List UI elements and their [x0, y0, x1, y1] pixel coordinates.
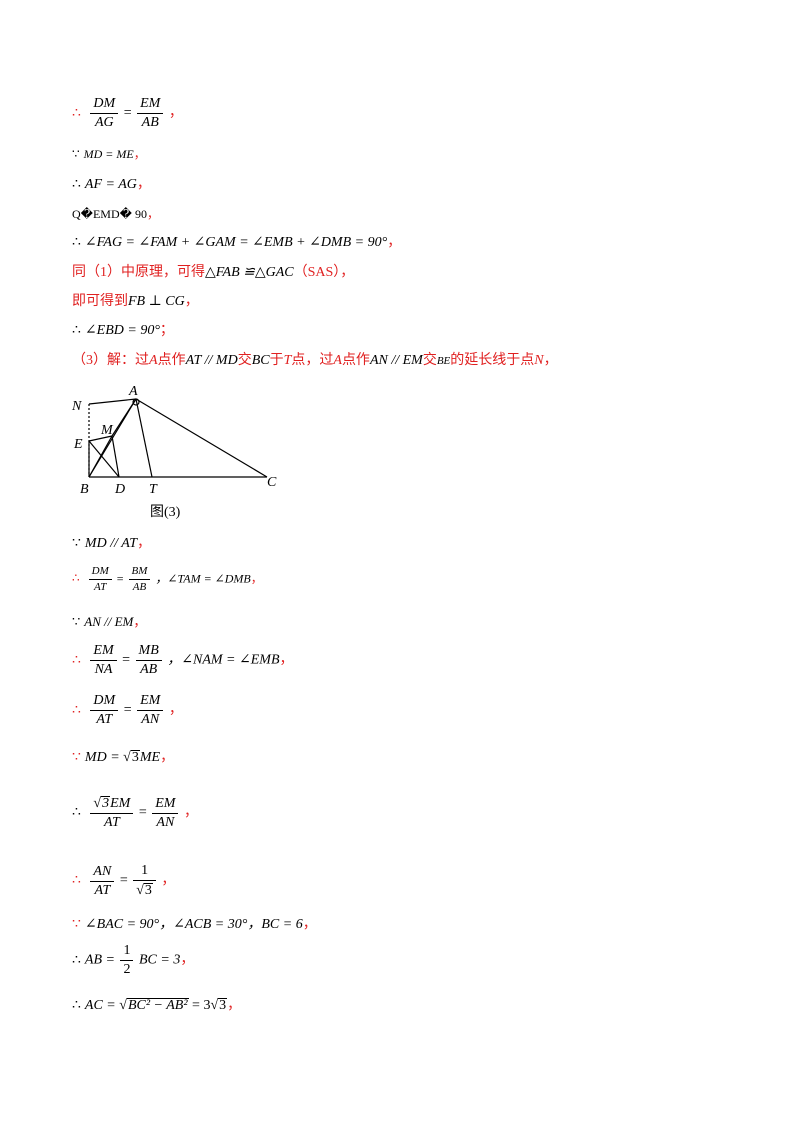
fraction-root3em-at: √3EM AT	[90, 796, 134, 830]
fraction-an-at: AN AT	[90, 864, 115, 898]
fraction-em-an-2: EM AN	[152, 796, 179, 830]
label-n: N	[71, 399, 82, 414]
fraction-mb-ab: MB AB	[135, 644, 162, 677]
step-md-parallel-at: ∵ MD // AT，	[72, 536, 152, 551]
step-given-angles: ∵ ∠BAC = 90°，∠ACB = 30°，BC = 6，	[72, 917, 317, 932]
geometry-figure-3: N A E M B D T C 图(3)	[71, 384, 277, 520]
label-b: B	[80, 482, 89, 497]
step-ratio-root3em-at: ∴ √3EM AT = EM AN ，	[72, 795, 198, 830]
label-a: A	[128, 384, 138, 399]
figure-caption: 图(3)	[150, 505, 181, 520]
segment-ed	[88, 440, 120, 478]
step-angle-ebd: ∴ ∠EBD = 90°；	[72, 323, 174, 338]
step-angle-fag: ∴ ∠FAG = ∠FAM + ∠GAM = ∠EMB + ∠DMB = 90°，	[72, 235, 402, 250]
segment-at	[135, 398, 153, 478]
segment-am	[111, 398, 137, 437]
angle-mark-a	[132, 398, 140, 406]
segment-md	[111, 435, 120, 478]
step-ratio-dm-at: ∴ DM AT = BM AB ，∠TAM = ∠DMB，	[72, 565, 263, 593]
segment-mb	[88, 435, 113, 478]
label-e: E	[73, 437, 83, 452]
fraction-dm-at: DM AT	[88, 566, 112, 593]
label-m: M	[100, 423, 114, 438]
label-c: C	[267, 475, 277, 490]
step-garbled-emd: Q�EMD� 90，	[72, 207, 159, 221]
fraction-em-ab: EM AB	[137, 97, 164, 130]
part-3-construction: （3）解：过A点作AT // MD交BC于T点，过A点作AN // EM交BE的…	[72, 353, 558, 368]
label-t: T	[149, 482, 158, 497]
segment-em	[88, 435, 113, 442]
fraction-dm-ag: DM AG	[90, 97, 119, 130]
segment-na	[88, 398, 137, 405]
fraction-em-an: EM AN	[137, 694, 164, 727]
fraction-dm-at-2: DM AT	[90, 694, 119, 727]
step-ac-value: ∴ AC = √BC² − AB² = 3√3，	[72, 998, 242, 1013]
step-ratio-dm-ag: ∴ DM AG = EM AB ，	[72, 96, 183, 130]
step-af-eq-ag: ∴ AF = AG，	[72, 177, 151, 192]
segment-ac	[135, 398, 268, 478]
step-ratio-an-at: ∴ AN AT = 1 √3 ，	[72, 863, 176, 898]
fraction-one-over-root3: 1 √3	[133, 864, 156, 898]
step-md-eq-me: ∵ MD = ME，	[72, 147, 146, 161]
step-an-parallel-em: ∵ AN // EM，	[72, 614, 147, 629]
fraction-bm-ab: BM AB	[128, 566, 151, 593]
step-fb-perp-cg: 即可得到FB ⊥ CG，	[72, 294, 199, 309]
step-ratio-dm-at-em-an: ∴ DM AT = EM AN ，	[72, 693, 183, 727]
step-ratio-em-na: ∴ EM NA = MB AB ，∠NAM = ∠EMB，	[72, 643, 294, 677]
step-md-root3-me: ∵ MD = √3ME，	[72, 750, 175, 765]
therefore-symbol: ∴	[72, 105, 81, 121]
step-congruent-triangles: 同（1）中原理，可得△FAB ≌△GAC（SAS），	[72, 265, 355, 280]
label-d: D	[114, 482, 125, 497]
fraction-em-na: EM NA	[90, 644, 117, 677]
